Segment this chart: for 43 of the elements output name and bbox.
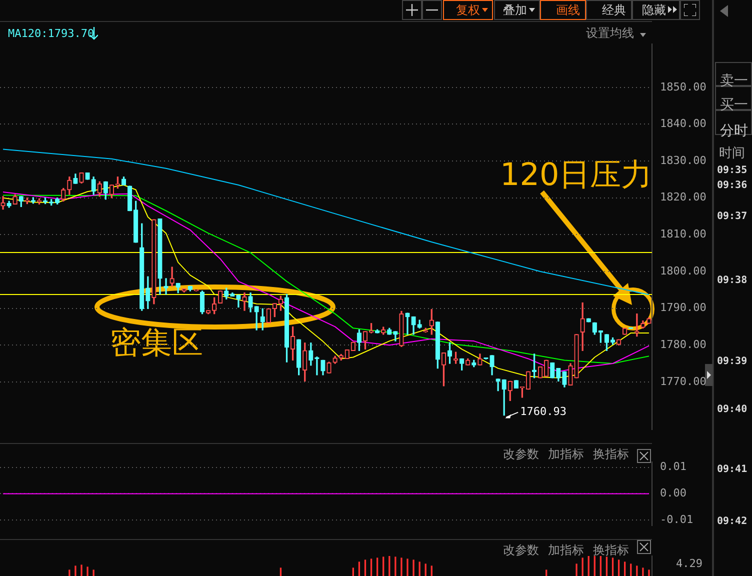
annotation: 加指标 bbox=[548, 543, 584, 557]
y-tick-label: 1780.00 bbox=[660, 338, 706, 351]
text: 换指标 bbox=[593, 447, 629, 461]
text: 卖一 bbox=[720, 73, 748, 89]
text: 09:40 bbox=[717, 404, 748, 415]
y-tick-label: 1840.00 bbox=[660, 117, 706, 130]
text: 09:37 bbox=[717, 211, 748, 222]
text: 09:39 bbox=[717, 356, 748, 367]
y-tick-label: 1820.00 bbox=[660, 190, 706, 204]
text: 09:36 bbox=[717, 180, 748, 191]
annotation: 密集区 bbox=[110, 325, 203, 361]
text: 09:38 bbox=[717, 275, 748, 286]
text: 设置均线 bbox=[586, 26, 634, 40]
candlestick bbox=[496, 378, 500, 392]
annotation: 1760.93 bbox=[520, 405, 566, 418]
text: 09:35 bbox=[717, 165, 748, 176]
text: 分时 bbox=[720, 123, 748, 139]
text: 时间 bbox=[719, 146, 745, 161]
text: 买一 bbox=[720, 97, 748, 113]
text: 改参数 bbox=[503, 447, 539, 461]
text: 加指标 bbox=[548, 447, 584, 461]
annotation: 换指标 bbox=[593, 543, 629, 557]
y-tick-label: 1810.00 bbox=[660, 228, 706, 241]
annotation: 120日压力 bbox=[500, 157, 652, 193]
text: 隐藏 bbox=[642, 3, 666, 17]
y-tick-label: 0.00 bbox=[660, 486, 686, 500]
y-tick-label: 1800.00 bbox=[660, 264, 706, 278]
text: 09:42 bbox=[717, 516, 748, 527]
text: 09:41 bbox=[717, 464, 748, 475]
y-tick-label: 1830.00 bbox=[660, 154, 706, 167]
text: 4.29 bbox=[676, 557, 702, 570]
y-tick-label: 0.01 bbox=[660, 460, 686, 474]
y-tick-label: -0.01 bbox=[660, 512, 694, 526]
text: 经典 bbox=[602, 3, 626, 17]
y-tick-label: 1790.00 bbox=[660, 301, 706, 314]
text: 画线 bbox=[556, 3, 580, 17]
text: MA120:1793.70 bbox=[8, 27, 94, 40]
candlestick bbox=[405, 312, 410, 335]
annotation: 改参数 bbox=[503, 543, 539, 557]
text: 叠加 bbox=[503, 3, 527, 17]
y-tick-label: 1850.00 bbox=[660, 80, 706, 94]
y-tick-label: 1770.00 bbox=[660, 374, 706, 388]
text: 复权 bbox=[456, 3, 480, 17]
